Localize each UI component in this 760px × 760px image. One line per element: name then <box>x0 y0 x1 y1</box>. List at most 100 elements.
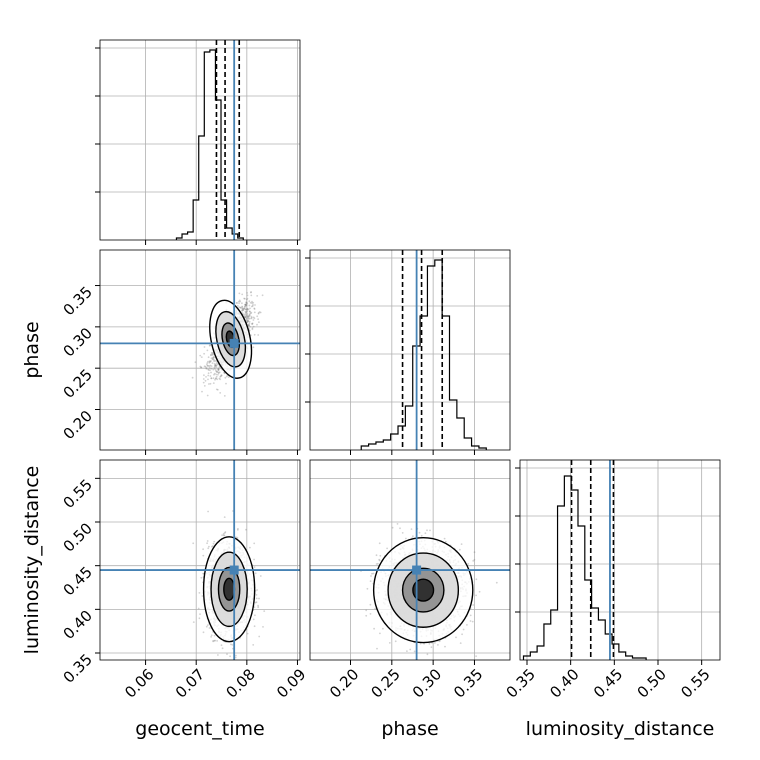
sample-point <box>242 308 245 310</box>
sample-point <box>212 542 215 545</box>
sample-point <box>258 597 260 600</box>
sample-point <box>215 364 218 367</box>
sample-point <box>226 653 228 655</box>
sample-point <box>248 320 251 323</box>
sample-point <box>366 587 369 590</box>
sample-point <box>252 346 255 349</box>
sample-point <box>466 624 468 626</box>
sample-point <box>248 304 251 307</box>
sample-point <box>256 295 259 297</box>
sample-point <box>247 320 249 322</box>
sample-point <box>203 365 206 368</box>
sample-point <box>214 377 217 380</box>
sample-point <box>257 312 260 315</box>
sample-point <box>211 356 214 359</box>
sample-point <box>248 317 251 320</box>
sample-point <box>375 554 378 557</box>
sample-point <box>245 303 247 306</box>
sample-point <box>235 654 237 657</box>
sample-point <box>428 642 431 645</box>
y-tick-label-luminosity_distance: 0.35 <box>60 650 96 686</box>
sample-point <box>215 375 218 378</box>
sample-point <box>258 321 260 324</box>
sample-point <box>247 308 250 311</box>
sample-point <box>243 313 246 316</box>
y-tick-label-luminosity_distance: 0.55 <box>60 476 96 512</box>
sample-point <box>251 328 254 331</box>
sample-point <box>217 369 220 372</box>
sample-point <box>211 358 214 361</box>
sample-point <box>200 356 203 358</box>
sample-point <box>249 546 251 549</box>
sample-point <box>208 365 211 368</box>
truth-marker <box>229 565 239 575</box>
sample-point <box>246 317 248 320</box>
sample-point <box>208 545 210 548</box>
sample-point <box>220 374 223 376</box>
sample-point <box>244 308 247 311</box>
panel-background <box>100 250 300 450</box>
sample-point <box>251 305 254 307</box>
sample-point <box>253 625 256 628</box>
sample-point <box>245 301 248 304</box>
sample-point <box>219 375 222 378</box>
sample-point <box>378 559 381 562</box>
sample-point <box>254 601 257 604</box>
sample-point <box>244 315 247 318</box>
sample-point <box>237 527 239 530</box>
sample-point <box>370 575 372 577</box>
sample-point <box>424 532 427 535</box>
sample-point <box>214 639 216 642</box>
sample-point <box>378 542 381 545</box>
sample-point <box>207 369 210 371</box>
sample-point <box>217 373 219 376</box>
sample-point <box>250 315 253 318</box>
sample-point <box>241 306 244 308</box>
sample-point <box>246 632 249 635</box>
sample-point <box>208 367 211 369</box>
sample-point <box>212 639 215 642</box>
sample-point <box>210 377 213 380</box>
sample-point <box>223 395 226 397</box>
sample-point <box>210 360 212 362</box>
sample-point <box>244 297 246 300</box>
sample-point <box>369 613 372 615</box>
sample-point <box>249 325 252 328</box>
sample-point <box>214 363 217 366</box>
sample-point <box>220 375 222 377</box>
sample-point <box>214 369 217 371</box>
sample-point <box>248 310 251 313</box>
sample-point <box>201 595 204 597</box>
sample-point <box>245 315 248 318</box>
y-tick-label-phase: 0.30 <box>60 324 96 360</box>
sample-point <box>245 528 247 531</box>
sample-point <box>247 315 250 318</box>
sample-point <box>213 640 216 642</box>
sample-point <box>212 377 215 380</box>
sample-point <box>212 356 215 358</box>
sample-point <box>246 309 249 311</box>
sample-point <box>236 302 239 304</box>
sample-point <box>244 305 246 308</box>
sample-point <box>201 390 203 393</box>
sample-point <box>410 528 413 530</box>
sample-point <box>200 366 203 369</box>
sample-point <box>212 545 214 547</box>
y-tick-label-luminosity_distance: 0.50 <box>60 519 96 555</box>
sample-point <box>209 344 212 346</box>
sample-point <box>216 640 219 642</box>
sample-point <box>373 627 375 630</box>
sample-point <box>206 624 209 626</box>
sample-point <box>437 644 439 646</box>
sample-point <box>215 388 218 391</box>
sample-point <box>207 547 210 550</box>
scatter-panel-phase-luminosity_distance <box>309 459 511 665</box>
sample-point <box>217 369 220 371</box>
sample-point <box>253 307 256 310</box>
sample-point <box>210 365 213 367</box>
sample-point <box>262 626 264 628</box>
scatter-panel-geocent_time-luminosity_distance <box>95 459 301 665</box>
sample-point <box>212 353 214 356</box>
sample-point <box>258 311 261 313</box>
